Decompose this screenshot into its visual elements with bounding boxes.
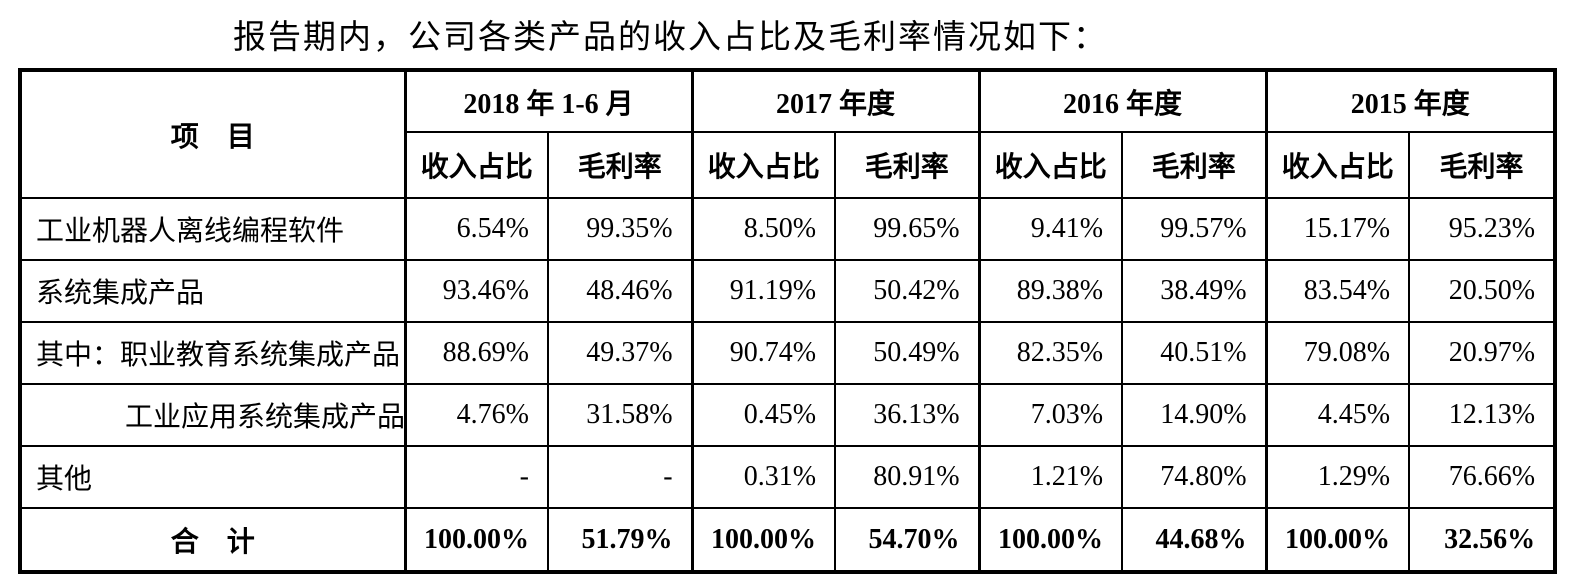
revenue-margin-table: 项 目 2018 年 1-6 月 2017 年度 2016 年度 2015 年度…	[18, 68, 1558, 574]
column-header-revenue-share: 收入占比	[690, 131, 837, 199]
cell-value: 79.08%	[1264, 321, 1411, 385]
cell-value: 50.42%	[834, 259, 981, 323]
cell-value: 93.46%	[403, 259, 549, 323]
page-title: 报告期内，公司各类产品的收入占比及毛利率情况如下：	[233, 20, 1108, 56]
column-header-revenue-share: 收入占比	[977, 131, 1124, 199]
cell-value: 49.37%	[546, 321, 694, 385]
cell-value: 12.13%	[1408, 383, 1557, 447]
cell-value: 20.97%	[1408, 321, 1557, 385]
cell-value: 100.00%	[977, 507, 1124, 573]
cell-value: 4.45%	[1264, 383, 1411, 447]
cell-value: 0.45%	[690, 383, 837, 447]
cell-value: 80.91%	[834, 445, 981, 509]
cell-value: 74.80%	[1121, 445, 1268, 509]
table-row: 系统集成产品 93.46% 48.46% 91.19% 50.42% 89.38…	[19, 259, 1557, 323]
cell-value: 38.49%	[1121, 259, 1268, 323]
cell-value: 99.65%	[834, 197, 981, 261]
cell-value: 40.51%	[1121, 321, 1268, 385]
row-label: 工业机器人离线编程软件	[19, 197, 406, 261]
table-row: 工业机器人离线编程软件 6.54% 99.35% 8.50% 99.65% 9.…	[19, 197, 1557, 261]
column-header-period-2016: 2016 年度	[977, 69, 1268, 133]
cell-value: 91.19%	[690, 259, 837, 323]
cell-value: 100.00%	[690, 507, 837, 573]
column-header-period-2015: 2015 年度	[1264, 69, 1557, 133]
cell-value: -	[403, 445, 549, 509]
column-header-revenue-share: 收入占比	[1264, 131, 1411, 199]
column-header-item: 项 目	[19, 69, 406, 199]
cell-value: 54.70%	[834, 507, 981, 573]
cell-value: 90.74%	[690, 321, 837, 385]
cell-value: 48.46%	[546, 259, 694, 323]
cell-value: 100.00%	[403, 507, 549, 573]
table-row-total: 合 计 100.00% 51.79% 100.00% 54.70% 100.00…	[19, 507, 1557, 573]
cell-value: 8.50%	[690, 197, 837, 261]
cell-value: 6.54%	[403, 197, 549, 261]
cell-value: 7.03%	[977, 383, 1124, 447]
cell-value: 9.41%	[977, 197, 1124, 261]
cell-value: 0.31%	[690, 445, 837, 509]
cell-value: 95.23%	[1408, 197, 1557, 261]
total-row-label: 合 计	[19, 507, 406, 573]
cell-value: 50.49%	[834, 321, 981, 385]
cell-value: 15.17%	[1264, 197, 1411, 261]
row-label: 其中：职业教育系统集成产品	[19, 321, 406, 385]
column-header-gross-margin: 毛利率	[1121, 131, 1268, 199]
table-row: 工业应用系统集成产品 4.76% 31.58% 0.45% 36.13% 7.0…	[19, 383, 1557, 447]
cell-value: 99.35%	[546, 197, 694, 261]
cell-value: 51.79%	[546, 507, 694, 573]
cell-value: 88.69%	[403, 321, 549, 385]
column-header-period-2018: 2018 年 1-6 月	[403, 69, 694, 133]
cell-value: 100.00%	[1264, 507, 1411, 573]
cell-value: 36.13%	[834, 383, 981, 447]
cell-value: 89.38%	[977, 259, 1124, 323]
cell-value: 82.35%	[977, 321, 1124, 385]
cell-value: 14.90%	[1121, 383, 1268, 447]
table-header-subcolumns: 收入占比 毛利率 收入占比 毛利率 收入占比 毛利率 收入占比 毛利率	[20, 131, 1557, 199]
table-row: 其中：职业教育系统集成产品 88.69% 49.37% 90.74% 50.49…	[19, 321, 1557, 385]
cell-value: 32.56%	[1408, 507, 1557, 573]
cell-value: 4.76%	[403, 383, 549, 447]
cell-value: 83.54%	[1264, 259, 1411, 323]
column-header-revenue-share: 收入占比	[403, 131, 549, 199]
cell-value: 44.68%	[1121, 507, 1268, 573]
cell-value: 1.21%	[977, 445, 1124, 509]
column-header-gross-margin: 毛利率	[546, 131, 694, 199]
cell-value: 99.57%	[1121, 197, 1268, 261]
cell-value: -	[546, 445, 694, 509]
row-label: 系统集成产品	[19, 259, 406, 323]
cell-value: 1.29%	[1264, 445, 1411, 509]
cell-value: 20.50%	[1408, 259, 1557, 323]
row-label: 其他	[19, 445, 406, 509]
cell-value: 76.66%	[1408, 445, 1557, 509]
table-row: 其他 - - 0.31% 80.91% 1.21% 74.80% 1.29% 7…	[19, 445, 1557, 509]
row-label: 工业应用系统集成产品	[19, 383, 406, 447]
column-header-gross-margin: 毛利率	[834, 131, 981, 199]
column-header-period-2017: 2017 年度	[690, 69, 981, 133]
cell-value: 31.58%	[546, 383, 694, 447]
table-header-periods: 项 目 2018 年 1-6 月 2017 年度 2016 年度 2015 年度	[19, 69, 1557, 199]
column-header-gross-margin: 毛利率	[1408, 131, 1557, 199]
